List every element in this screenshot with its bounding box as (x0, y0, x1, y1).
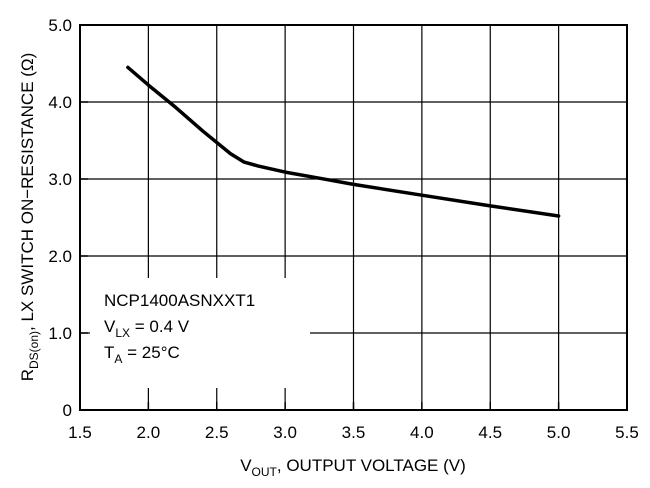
y-tick-label: 0 (63, 401, 72, 420)
x-tick-label: 4.5 (478, 423, 502, 442)
x-axis-label: VOUT, OUTPUT VOLTAGE (V) (240, 456, 466, 479)
x-tick-label: 2.0 (137, 423, 161, 442)
y-axis-label: RDS(on), LX SWITCH ON−RESISTANCE (Ω) (18, 53, 41, 382)
x-tick-label: 2.5 (205, 423, 229, 442)
x-tick-label: 1.5 (68, 423, 92, 442)
x-tick-label: 4.0 (410, 423, 434, 442)
y-tick-label: 4.0 (48, 93, 72, 112)
annotation-box (90, 278, 310, 388)
annotation-device: NCP1400ASNXXT1 (104, 291, 255, 310)
annotation-ta: TA = 25°C (104, 343, 180, 366)
y-tick-label: 5.0 (48, 16, 72, 35)
y-tick-label: 2.0 (48, 247, 72, 266)
tick-labels: 1.5 2.0 2.5 3.0 3.5 4.0 4.5 5.0 5.5 0 1.0 2.0 3.0 4.0… (48, 16, 638, 442)
x-tick-label: 3.5 (342, 423, 366, 442)
annotation: NCP1400ASNXXT1 VLX = 0.4 V TA = 25°C (104, 291, 255, 366)
series-line (126, 65, 561, 218)
x-tick-label: 3.0 (273, 423, 297, 442)
x-tick-label: 5.5 (615, 423, 639, 442)
annotation-vlx: VLX = 0.4 V (104, 317, 190, 340)
series (126, 65, 561, 218)
x-tick-label: 5.0 (547, 423, 571, 442)
y-tick-label: 1.0 (48, 324, 72, 343)
y-tick-label: 3.0 (48, 170, 72, 189)
